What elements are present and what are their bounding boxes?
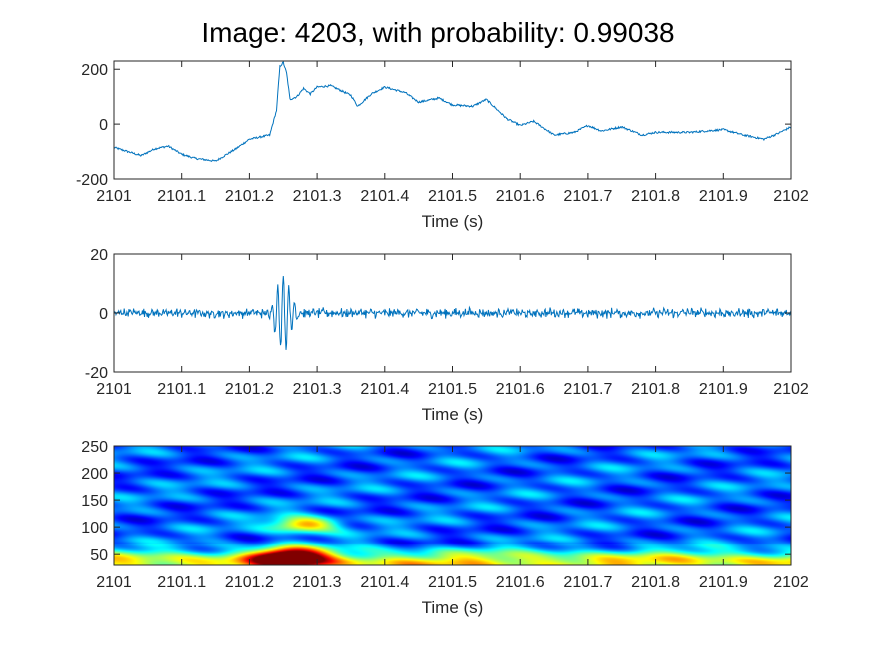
ticks-3: 2101 2101.1 2101.2 2101.3 2101.4 2101.5 2101.6… [81, 439, 809, 591]
y-tick-label: -20 [85, 365, 108, 382]
y-tick-label: 250 [81, 439, 108, 456]
x-tick-label: 2101.6 [496, 381, 545, 398]
y-tick-label: 50 [90, 547, 108, 564]
x-tick-label: 2101.6 [496, 188, 545, 205]
x-tick-label: 2101.6 [496, 574, 545, 591]
x-tick-label: 2101.1 [157, 574, 206, 591]
x-tick-label: 2101.8 [631, 188, 680, 205]
panel-filtered-signal: 2101 2101.1 2101.2 2101.3 2101.4 2101.5 2101.6… [85, 247, 809, 424]
x-tick-label: 2101.9 [699, 188, 748, 205]
ticks-2: 2101 2101.1 2101.2 2101.3 2101.4 2101.5 2101.6… [85, 247, 809, 398]
y-tick-label: 0 [99, 117, 108, 134]
x-tick-label: 2101.9 [699, 381, 748, 398]
x-tick-label: 2102 [773, 188, 809, 205]
panel-raw-signal: 2101 2101.1 2101.2 2101.3 2101.4 2101.5 2101.6… [76, 60, 809, 231]
axes-box-1 [113, 60, 792, 180]
x-tick-label: 2101.8 [631, 381, 680, 398]
x-tick-label: 2101.4 [360, 574, 409, 591]
x-tick-label: 2101.2 [225, 574, 274, 591]
x-tick-label: 2101.9 [699, 574, 748, 591]
panel-spectrogram: 2101 2101.1 2101.2 2101.3 2101.4 2101.5 2101.6… [81, 439, 809, 617]
x-tick-label: 2101.3 [293, 188, 342, 205]
x-tick-label: 2101.7 [563, 188, 612, 205]
filtered-signal-line [113, 275, 792, 350]
x-axis-label-3: Time (s) [422, 598, 484, 617]
figure-title: Image: 4203, with probability: 0.99038 [201, 17, 674, 48]
x-tick-label: 2101.3 [293, 381, 342, 398]
y-tick-label: 100 [81, 520, 108, 537]
x-tick-label: 2101 [96, 381, 132, 398]
y-tick-label: -200 [76, 172, 108, 189]
x-tick-label: 2101.5 [428, 188, 477, 205]
x-tick-label: 2101.1 [157, 381, 206, 398]
x-tick-label: 2101.7 [563, 381, 612, 398]
x-tick-label: 2101.5 [428, 381, 477, 398]
x-tick-label: 2101.8 [631, 574, 680, 591]
x-axis-label-2: Time (s) [422, 405, 484, 424]
x-tick-label: 2101.2 [225, 188, 274, 205]
x-tick-label: 2101.2 [225, 381, 274, 398]
raw-signal-line [113, 60, 792, 162]
x-tick-label: 2101.4 [360, 381, 409, 398]
x-tick-label: 2101.7 [563, 574, 612, 591]
ticks-1: 2101 2101.1 2101.2 2101.3 2101.4 2101.5 2101.6… [76, 61, 809, 205]
spectrogram-heatmap [114, 446, 791, 565]
x-tick-label: 2101 [96, 574, 132, 591]
x-tick-label: 2101.4 [360, 188, 409, 205]
x-tick-label: 2101.5 [428, 574, 477, 591]
y-tick-label: 150 [81, 493, 108, 510]
y-tick-label: 200 [81, 62, 108, 79]
x-tick-label: 2101.3 [293, 574, 342, 591]
x-tick-label: 2102 [773, 574, 809, 591]
x-tick-label: 2102 [773, 381, 809, 398]
y-tick-label: 200 [81, 466, 108, 483]
x-tick-label: 2101 [96, 188, 132, 205]
x-axis-label-1: Time (s) [422, 212, 484, 231]
x-tick-label: 2101.1 [157, 188, 206, 205]
y-tick-label: 0 [99, 306, 108, 323]
y-tick-label: 20 [90, 247, 108, 264]
